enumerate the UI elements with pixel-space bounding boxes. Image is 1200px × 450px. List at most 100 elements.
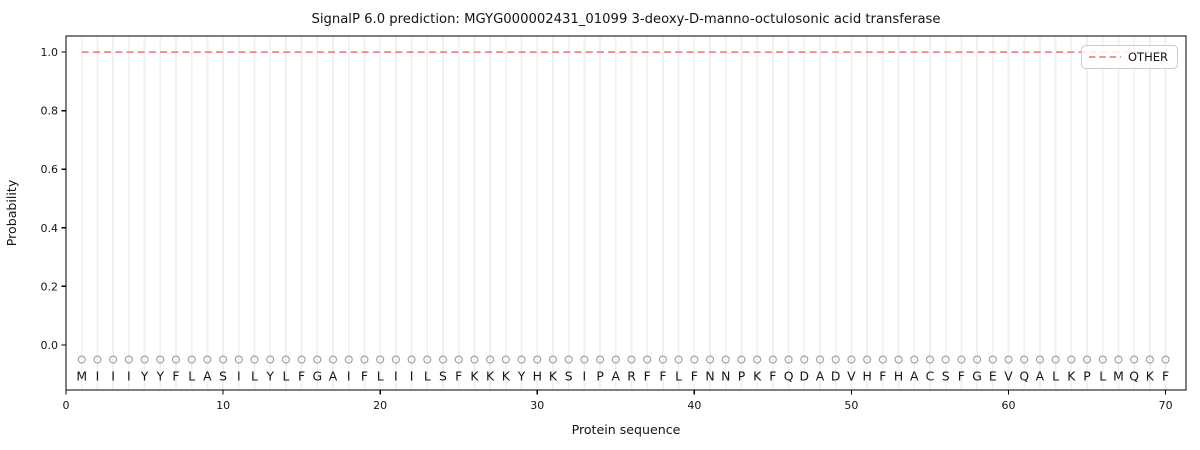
residue-letter: L [424, 369, 431, 384]
residue-marker [1130, 355, 1139, 364]
residue-marker [1082, 355, 1092, 364]
residue-letter: F [644, 369, 651, 384]
legend-box [1081, 45, 1178, 69]
residue-marker [1035, 355, 1044, 364]
residue-marker [1161, 355, 1170, 364]
residue-letter: I [111, 369, 115, 384]
residue-marker [957, 355, 966, 364]
residue-letter: K [1067, 369, 1076, 384]
residue-letter: F [769, 369, 776, 384]
residue-marker [753, 355, 762, 364]
residue-letter: I [347, 369, 351, 384]
y-tick-label: 1.0 [41, 46, 59, 59]
residue-letter: F [455, 369, 462, 384]
residue-marker [156, 355, 165, 364]
residue-letter: F [1162, 369, 1169, 384]
residue-letter: A [1036, 369, 1045, 384]
residue-letter: V [1004, 369, 1013, 384]
residue-letter: K [486, 369, 495, 384]
residue-marker [454, 355, 463, 364]
residue-letter: L [251, 369, 258, 384]
residue-marker [344, 355, 353, 364]
residue-letter: S [219, 369, 227, 384]
residue-letter: I [96, 369, 100, 384]
legend-label-other: OTHER [1128, 50, 1168, 64]
residue-letter: F [659, 369, 666, 384]
residue-letter: Q [1019, 369, 1029, 384]
residue-letter: S [942, 369, 950, 384]
residue-letter: M [76, 369, 87, 384]
residue-marker [580, 355, 589, 364]
x-tick-label: 20 [373, 399, 387, 412]
residue-marker [1020, 355, 1029, 364]
residue-marker [690, 355, 699, 364]
residue-letter: D [800, 369, 810, 384]
residue-letter: M [1113, 369, 1124, 384]
residue-letter: P [596, 369, 604, 384]
residue-marker [721, 355, 730, 364]
residue-letter: F [879, 369, 886, 384]
residue-marker [438, 355, 448, 364]
residue-letter: F [172, 369, 179, 384]
residue-marker [250, 355, 259, 364]
residue-marker [407, 355, 416, 364]
residue-letter: F [958, 369, 965, 384]
residue-marker [596, 355, 605, 364]
residue-letter: H [894, 369, 903, 384]
residue-letter: S [439, 369, 447, 384]
residue-marker [831, 355, 840, 364]
residue-marker [486, 355, 495, 364]
residue-marker [1145, 355, 1154, 364]
residue-marker [643, 355, 652, 364]
residue-letter: G [972, 369, 982, 384]
residue-letter: R [627, 369, 636, 384]
residue-letter: F [361, 369, 368, 384]
residue-marker [925, 355, 935, 364]
x-tick-label: 50 [844, 399, 858, 412]
residue-marker [910, 355, 919, 364]
y-tick-label: 0.0 [41, 339, 59, 352]
residue-letter: L [675, 369, 682, 384]
residue-letter: C [926, 369, 935, 384]
residue-letter: G [313, 369, 323, 384]
residue-marker [941, 355, 950, 364]
residue-marker [297, 355, 306, 364]
residue-letter: Y [517, 369, 526, 384]
residue-marker [266, 355, 275, 364]
residue-letter: A [816, 369, 825, 384]
residue-letter: A [203, 369, 212, 384]
residue-letter: I [237, 369, 241, 384]
residue-marker [501, 355, 510, 364]
residue-letter: F [298, 369, 305, 384]
residue-marker [171, 355, 181, 364]
residue-letter: Q [784, 369, 794, 384]
residue-letter: F [691, 369, 698, 384]
x-tick-label: 0 [63, 399, 70, 412]
residue-marker [548, 355, 558, 364]
residue-letter: Y [155, 369, 164, 384]
residue-letter: Q [1129, 369, 1139, 384]
x-tick-label: 60 [1001, 399, 1015, 412]
residue-letter: I [410, 369, 414, 384]
residue-letter: L [282, 369, 289, 384]
residue-marker [219, 355, 228, 364]
residue-marker [894, 355, 903, 364]
residue-marker [313, 355, 322, 364]
x-tick-label: 30 [530, 399, 544, 412]
residue-marker [627, 355, 636, 364]
y-tick-label: 0.8 [41, 105, 59, 118]
residue-marker [705, 355, 715, 364]
residue-letter: D [831, 369, 841, 384]
residue-marker [124, 355, 133, 364]
y-tick-label: 0.6 [41, 163, 59, 176]
residue-letter: N [721, 369, 730, 384]
residue-marker [234, 355, 243, 364]
residue-marker [878, 355, 887, 364]
residue-marker [988, 355, 997, 364]
residue-marker [187, 355, 196, 364]
x-axis-label: Protein sequence [572, 422, 681, 437]
residue-marker [391, 355, 400, 364]
residue-letter: N [705, 369, 714, 384]
